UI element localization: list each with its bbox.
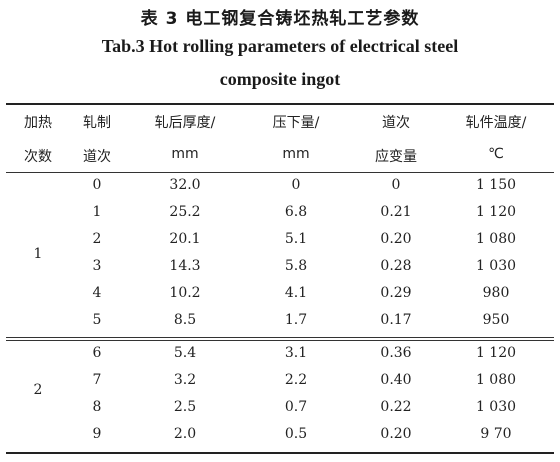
table-group-divider-lower: [6, 340, 554, 341]
cell-pass: 0: [92, 177, 102, 193]
column-header-6-line2: ℃: [488, 146, 504, 162]
cell-strain: 0.36: [380, 345, 412, 361]
column-header-1-line1: 加热: [24, 115, 52, 131]
cell-strain: 0.21: [380, 204, 412, 220]
cell-strain: 0.20: [380, 231, 412, 247]
column-header-3-line2: mm: [171, 146, 199, 162]
cell-thickness: 32.0: [169, 177, 201, 193]
cell-thickness: 2.5: [173, 399, 197, 415]
cell-thickness: 8.5: [173, 312, 197, 328]
cell-strain: 0: [391, 177, 401, 193]
cell-temperature: 9 70: [480, 426, 512, 442]
cell-thickness: 2.0: [173, 426, 197, 442]
cell-strain: 0.29: [380, 285, 412, 301]
cell-pass: 3: [92, 258, 102, 274]
table-header-rule: [6, 172, 554, 173]
cell-strain: 0.17: [380, 312, 412, 328]
column-header-5-line1: 道次: [382, 115, 410, 131]
cell-thickness: 25.2: [169, 204, 201, 220]
cell-temperature: 980: [482, 285, 510, 301]
column-header-4-line2: mm: [282, 146, 310, 162]
table-top-rule: [6, 103, 554, 105]
cell-pass: 7: [92, 372, 102, 388]
column-header-5-line2: 应变量: [375, 149, 417, 165]
cell-thickness: 3.2: [173, 372, 197, 388]
cell-reduction: 6.8: [284, 204, 308, 220]
cell-temperature: 950: [482, 312, 510, 328]
cell-reduction: 0.7: [284, 399, 308, 415]
column-header-1-line2: 次数: [24, 149, 52, 165]
cell-reduction: 4.1: [284, 285, 308, 301]
column-header-2-line2: 道次: [83, 149, 111, 165]
cell-strain: 0.28: [380, 258, 412, 274]
column-header-2-line1: 轧制: [83, 115, 111, 131]
column-header-3-line1: 轧后厚度/: [154, 115, 216, 131]
cell-pass: 5: [92, 312, 102, 328]
cell-reduction: 5.8: [284, 258, 308, 274]
column-header-6-line1: 轧件温度/: [465, 115, 527, 131]
table-group-divider-upper: [6, 337, 554, 338]
cell-pass: 4: [92, 285, 102, 301]
cell-temperature: 1 150: [475, 177, 517, 193]
table-caption-chinese: 表 3 电工钢复合铸坯热轧工艺参数: [140, 9, 420, 29]
cell-temperature: 1 120: [475, 204, 517, 220]
cell-pass: 1: [92, 204, 102, 220]
cell-strain: 0.22: [380, 399, 412, 415]
cell-temperature: 1 080: [475, 372, 517, 388]
cell-reduction: 2.2: [284, 372, 308, 388]
heating-count-cell: 1: [33, 246, 43, 262]
cell-thickness: 20.1: [169, 231, 201, 247]
cell-temperature: 1 030: [475, 399, 517, 415]
cell-reduction: 0: [291, 177, 301, 193]
table-bottom-rule: [6, 452, 554, 454]
heating-count-cell: 2: [33, 382, 43, 398]
cell-temperature: 1 080: [475, 231, 517, 247]
cell-pass: 8: [92, 399, 102, 415]
cell-reduction: 5.1: [284, 231, 308, 247]
cell-reduction: 3.1: [284, 345, 308, 361]
table-caption-english-line1: Tab.3 Hot rolling parameters of electric…: [101, 36, 459, 56]
cell-pass: 6: [92, 345, 102, 361]
column-header-4-line1: 压下量/: [272, 115, 320, 131]
cell-thickness: 5.4: [173, 345, 197, 361]
cell-reduction: 1.7: [284, 312, 308, 328]
cell-strain: 0.40: [380, 372, 412, 388]
cell-pass: 9: [92, 426, 102, 442]
cell-pass: 2: [92, 231, 102, 247]
cell-reduction: 0.5: [284, 426, 308, 442]
cell-temperature: 1 120: [475, 345, 517, 361]
table-caption-english-line2: composite ingot: [219, 69, 341, 89]
cell-thickness: 14.3: [169, 258, 201, 274]
cell-temperature: 1 030: [475, 258, 517, 274]
cell-strain: 0.20: [380, 426, 412, 442]
cell-thickness: 10.2: [169, 285, 201, 301]
